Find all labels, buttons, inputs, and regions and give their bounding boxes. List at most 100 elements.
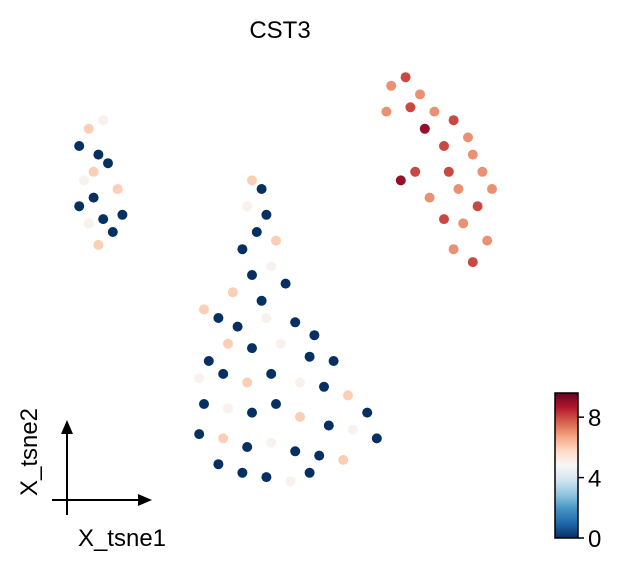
point [467,149,478,160]
point [419,123,430,134]
point [482,235,493,246]
x-arrow-head [138,494,152,506]
point [266,437,277,448]
point [112,184,123,194]
point [247,270,257,280]
point [314,450,325,461]
point [458,218,469,229]
chart-title: CST3 [249,17,310,44]
point [223,338,233,349]
point [362,407,373,418]
point [261,209,272,220]
point [439,141,449,151]
point [117,209,128,220]
point [429,106,440,117]
y-axis-label: X_tsne2 [16,408,43,496]
point [88,166,99,177]
point [107,227,118,237]
point [410,166,421,177]
point [386,80,397,91]
point [74,201,85,212]
point [194,373,205,384]
point [424,192,435,203]
point [218,368,229,379]
point [395,175,406,186]
colorbar-tick-label: 0 [588,526,601,553]
point [405,102,416,113]
point [304,351,315,362]
point [232,321,243,332]
point [371,433,382,444]
point [242,377,253,388]
point [251,227,262,237]
point [323,420,334,431]
y-arrow-head [61,420,73,434]
point [242,442,253,452]
point [453,184,464,194]
point [443,166,454,177]
point [227,287,238,298]
point [237,467,248,478]
point [261,472,272,483]
point [223,403,233,414]
point [400,72,411,83]
points [74,72,497,487]
point [88,192,99,203]
point [271,235,281,246]
point [319,381,329,392]
point [213,459,224,470]
point [328,356,339,366]
point [415,89,425,100]
point [256,184,267,194]
point [79,175,89,186]
point [280,278,291,289]
colorbar-gradient [554,392,579,539]
point [213,313,224,323]
point [247,407,257,418]
point [103,158,113,169]
point [290,317,301,328]
point [309,330,320,341]
colorbar-tick-label: 4 [588,466,601,493]
point [93,239,104,250]
point [295,377,305,388]
point [242,201,253,212]
point [199,399,209,409]
point [237,244,248,255]
x-axis-label: X_tsne1 [78,525,166,552]
point [381,106,392,117]
point [472,201,483,212]
point [218,433,229,444]
tsne-axes-arrows [52,420,152,515]
point [247,175,257,186]
point [247,343,257,354]
point [194,429,205,440]
point [203,356,214,366]
point [98,115,109,126]
point [261,313,272,323]
colorbar: 0 4 8 [554,392,601,553]
point [343,390,353,401]
point [467,257,478,268]
point [275,338,286,349]
point [256,295,267,306]
point [266,261,277,272]
point [304,467,315,478]
point [295,411,305,422]
point [98,214,109,225]
point [439,214,449,225]
point [74,141,85,151]
point [487,184,497,194]
point [448,244,459,255]
point [477,166,488,177]
point [285,476,296,487]
point [347,424,358,435]
point [290,446,301,457]
point [338,454,349,465]
point [448,115,459,126]
point [83,218,94,229]
point [463,132,473,143]
point [93,149,104,160]
